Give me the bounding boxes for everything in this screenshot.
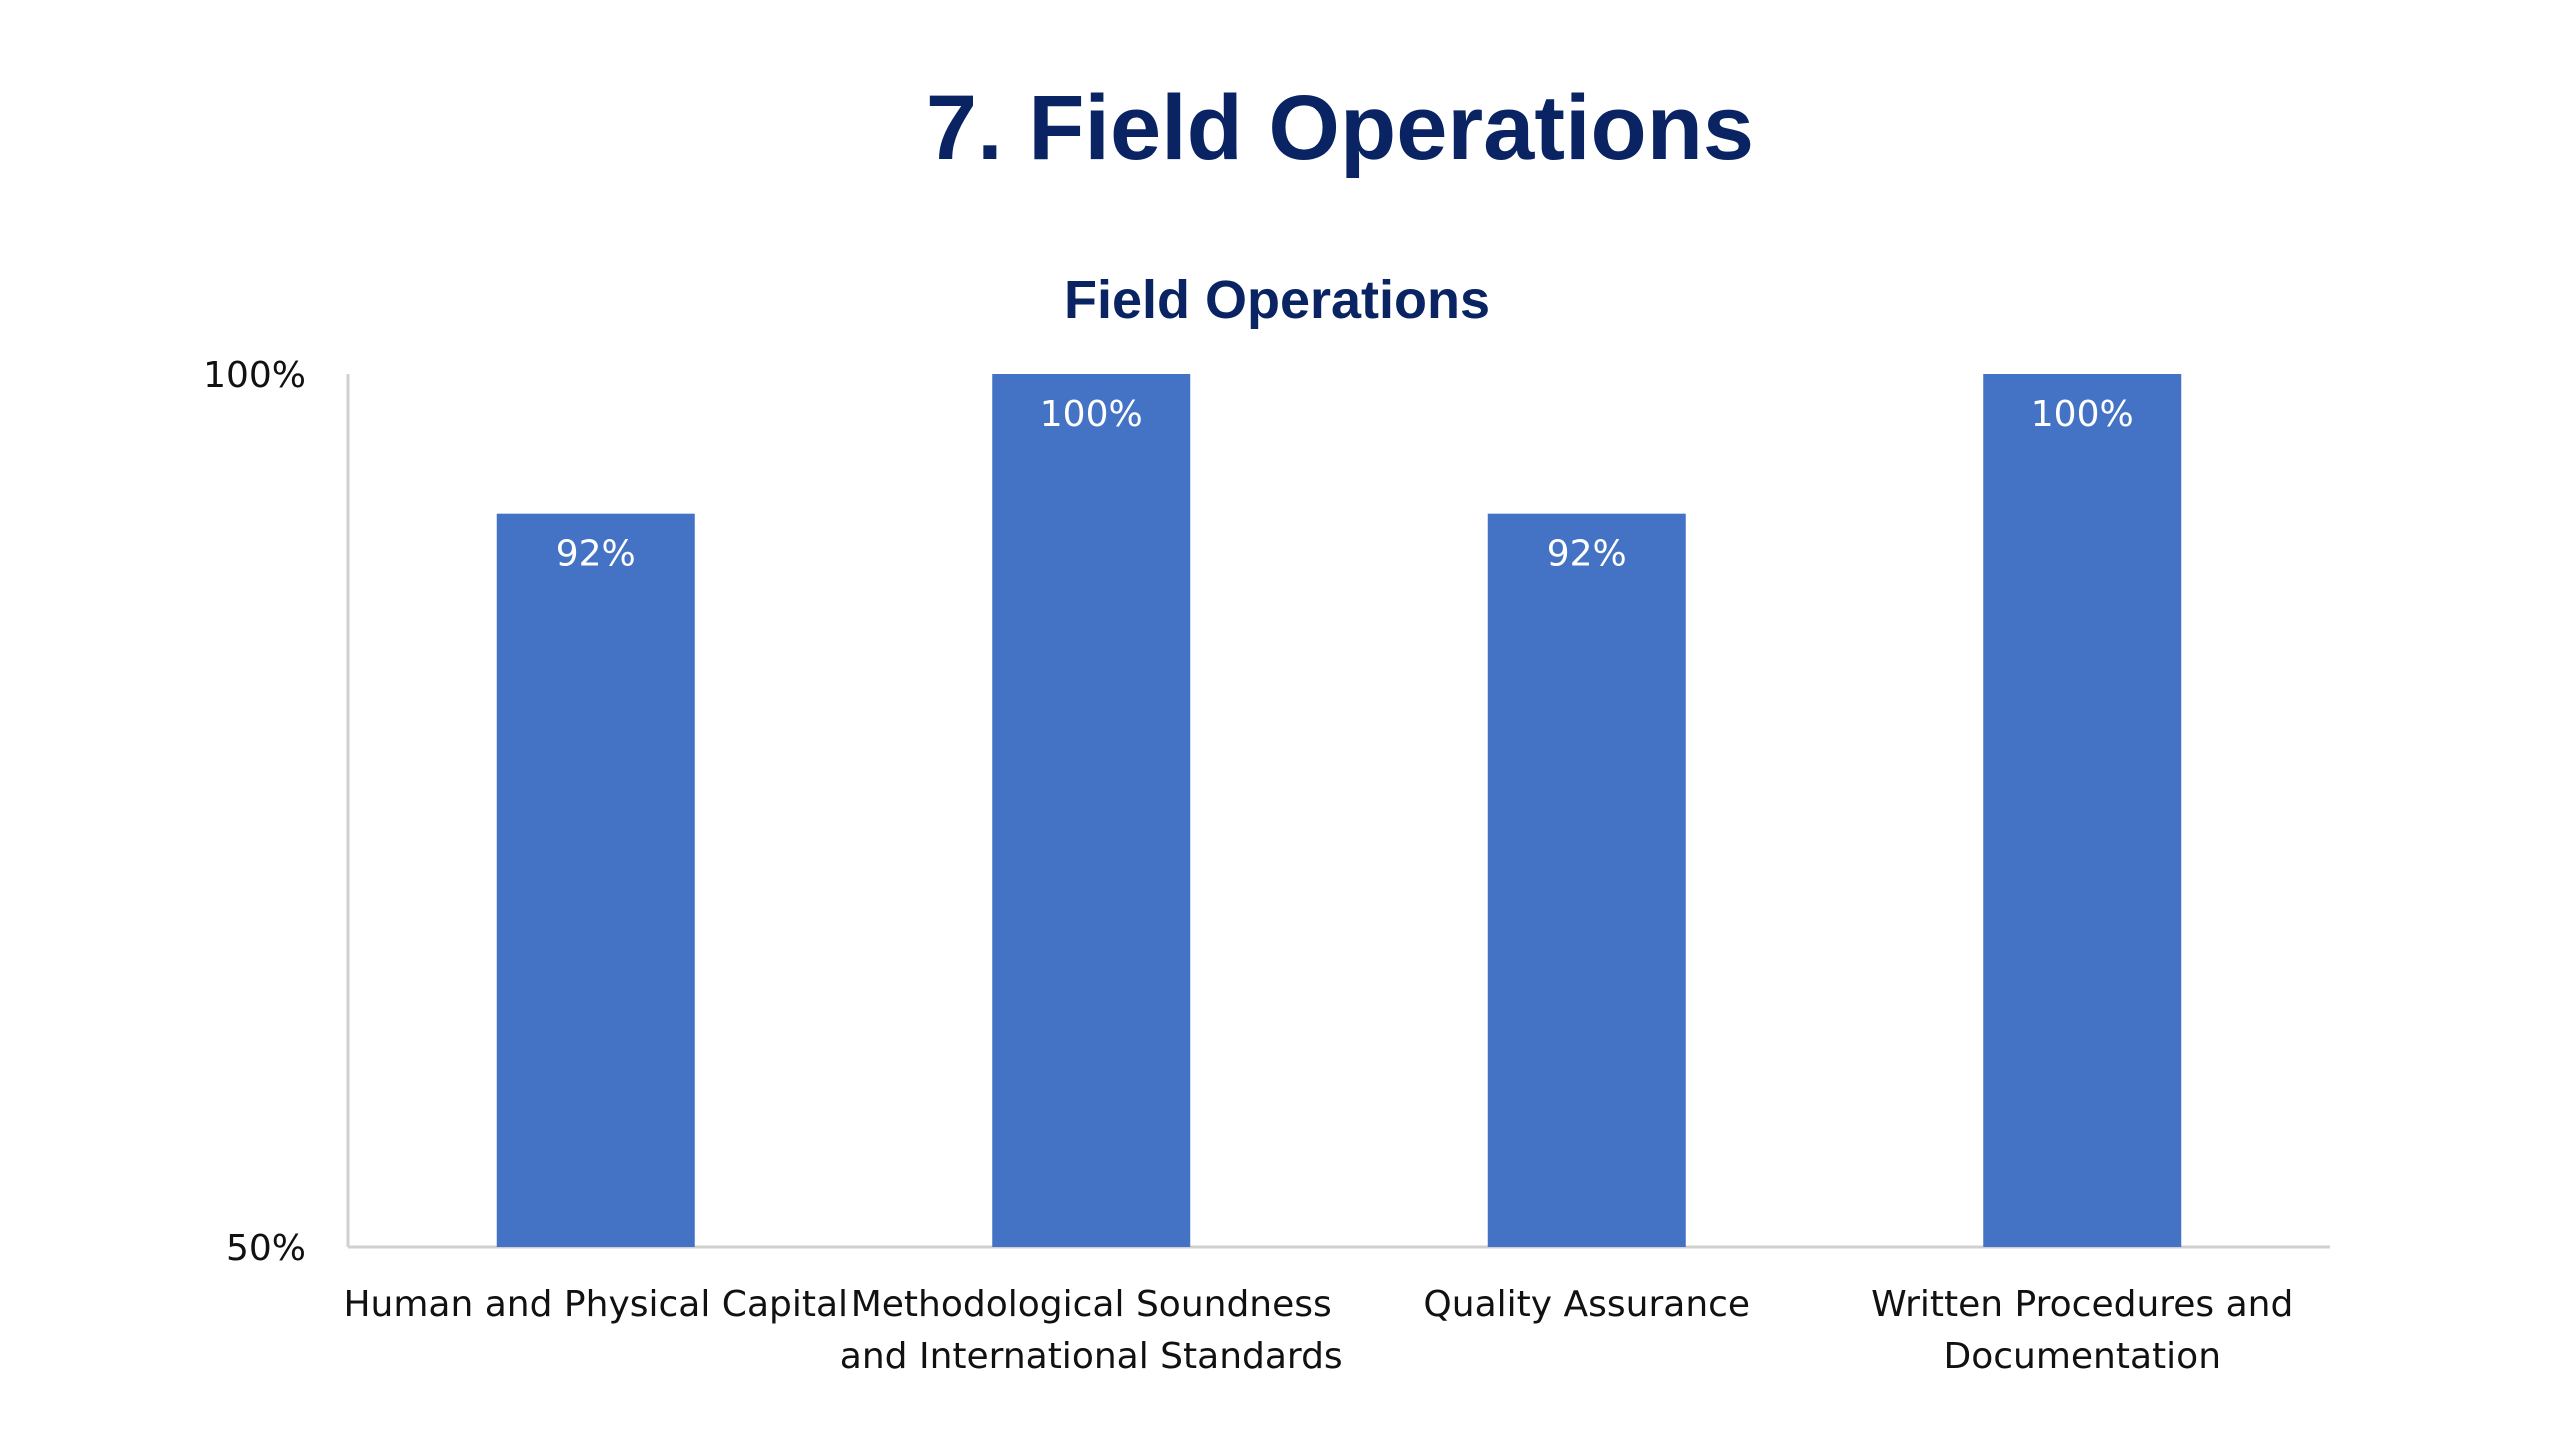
chart-title: Field Operations xyxy=(1064,270,1490,330)
bar xyxy=(1487,513,1686,1247)
bar xyxy=(496,513,695,1247)
y-tick-label: 50% xyxy=(226,1228,306,1269)
x-category-label: Methodological Soundness and Internationa… xyxy=(840,1284,1343,1377)
bar-value-label: 100% xyxy=(1040,394,1143,435)
category-labels: Human and Physical Capital Methodological… xyxy=(343,1284,2293,1377)
bar-value-label: 100% xyxy=(2031,394,2134,435)
bars xyxy=(496,374,2182,1247)
y-tick-label: 100% xyxy=(203,355,306,396)
slide-title: 7. Field Operations xyxy=(925,77,1755,179)
bar xyxy=(1983,374,2182,1247)
bar-value-label: 92% xyxy=(556,534,636,575)
y-axis: 50% 100% xyxy=(203,355,350,1269)
x-category-label: Written Procedures and Documentation xyxy=(1871,1284,2293,1377)
data-labels: 92% 100% 92% 100% xyxy=(556,394,2134,575)
x-category-label: Quality Assurance xyxy=(1423,1284,1750,1325)
bar xyxy=(992,374,1191,1247)
bar-value-label: 92% xyxy=(1547,534,1627,575)
x-category-label: Human and Physical Capital xyxy=(343,1284,848,1325)
